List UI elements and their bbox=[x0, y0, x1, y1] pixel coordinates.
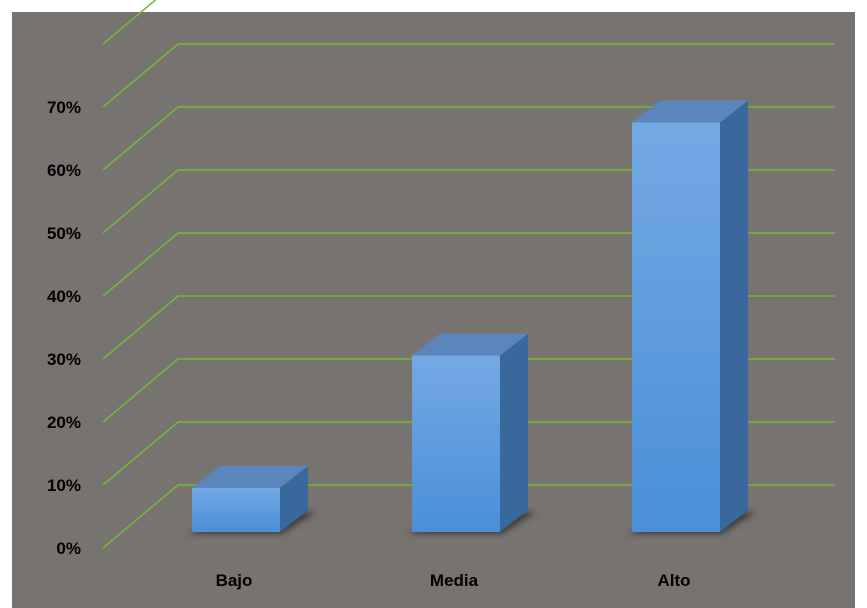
bar-front-face bbox=[632, 122, 720, 532]
y-tick-label: 0% bbox=[56, 539, 81, 558]
x-tick-label: Bajo bbox=[216, 571, 253, 590]
gridline bbox=[102, 484, 835, 549]
bar-front-face bbox=[412, 355, 500, 532]
y-tick-label: 70% bbox=[47, 98, 81, 117]
bar-front-face bbox=[192, 487, 280, 532]
y-axis-tick-labels: 0% 10% 20% 30% 40% 50% 60% 70% bbox=[47, 98, 81, 558]
bars bbox=[188, 100, 756, 534]
bar-side-face bbox=[500, 333, 528, 532]
gridline bbox=[102, 232, 835, 297]
y-tick-label: 30% bbox=[47, 350, 81, 369]
gridline bbox=[102, 169, 835, 234]
x-tick-label: Alto bbox=[657, 571, 690, 590]
bar-side-face bbox=[280, 465, 308, 532]
gridlines bbox=[102, 0, 835, 549]
x-tick-label: Media bbox=[430, 571, 479, 590]
bar-top-face bbox=[632, 100, 748, 123]
gridline bbox=[102, 106, 835, 171]
y-tick-label: 40% bbox=[47, 287, 81, 306]
x-axis-tick-labels: Bajo Media Alto bbox=[216, 571, 691, 590]
bar-side-face bbox=[720, 100, 748, 532]
y-tick-label: 60% bbox=[47, 161, 81, 180]
gridline bbox=[102, 43, 835, 108]
bar-media bbox=[408, 333, 536, 534]
y-tick-label: 10% bbox=[47, 476, 81, 495]
gridline bbox=[102, 0, 157, 45]
bar-top-face bbox=[192, 465, 308, 488]
bar-bajo bbox=[188, 465, 316, 534]
bar-alto bbox=[628, 100, 756, 534]
gridline bbox=[102, 295, 835, 360]
gridline bbox=[102, 421, 835, 486]
y-tick-label: 20% bbox=[47, 413, 81, 432]
bar-top-face bbox=[412, 333, 528, 356]
y-tick-label: 50% bbox=[47, 224, 81, 243]
gridline bbox=[102, 358, 835, 423]
